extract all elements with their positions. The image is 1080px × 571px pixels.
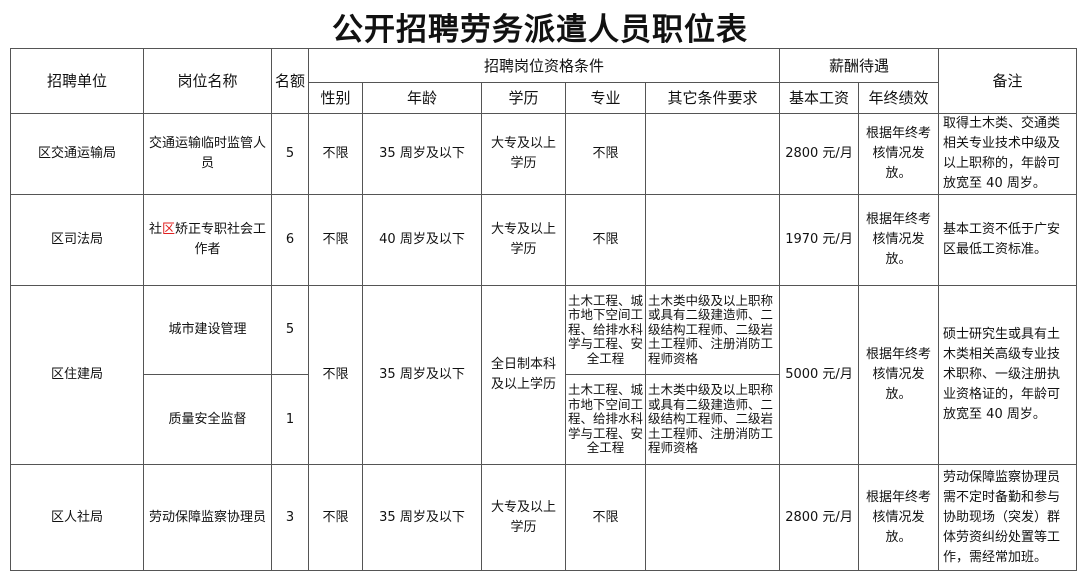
quota: 5	[271, 113, 309, 195]
other	[644, 194, 781, 286]
quota: 6	[271, 194, 309, 286]
header-salary: 薪酬待遇	[779, 48, 940, 83]
header-quota: 名额	[271, 48, 309, 114]
quota: 1	[271, 374, 309, 465]
gender: 不限	[308, 194, 363, 286]
header-other: 其它条件要求	[644, 82, 781, 114]
header-conditions: 招聘岗位资格条件	[307, 48, 781, 83]
age: 35 周岁及以下	[362, 113, 482, 195]
other	[644, 464, 781, 571]
header-unit: 招聘单位	[10, 48, 144, 114]
major: 不限	[565, 194, 646, 286]
post-part: 社	[148, 222, 162, 237]
other: 土木类中级及以上职称或具有二级建造师、二级结构工程师、二级岩土工程师、注册消防工…	[644, 285, 781, 375]
header-edu: 学历	[481, 82, 566, 114]
note: 取得土木类、交通类相关专业技术中级及以上职称的，年龄可放宽至 40 周岁。	[938, 113, 1078, 195]
header-post: 岗位名称	[143, 48, 272, 114]
table-row: 区住建局 城市建设管理 5 不限 35 周岁及以下 全日制本科及以上学历 土木工…	[10, 285, 1078, 465]
note: 基本工资不低于广安区最低工资标准。	[938, 194, 1078, 286]
bonus: 根据年终考核情况发放。	[858, 285, 940, 465]
post: 社区矫正专职社会工作者	[143, 194, 272, 286]
major: 土木工程、城市地下空间工程、给排水科学与工程、安全工程	[565, 374, 646, 465]
edu: 大专及以上学历	[481, 194, 566, 286]
unit: 区人社局	[10, 464, 144, 571]
gender: 不限	[308, 113, 363, 195]
other	[644, 113, 781, 195]
unit: 区住建局	[10, 285, 144, 465]
unit: 区交通运输局	[10, 113, 144, 195]
edu: 大专及以上学历	[481, 113, 566, 195]
bonus: 根据年终考核情况发放。	[858, 464, 940, 571]
header-age: 年龄	[362, 82, 482, 114]
major: 不限	[565, 113, 646, 195]
major: 土木工程、城市地下空间工程、给排水科学与工程、安全工程	[565, 285, 646, 375]
post: 质量安全监督	[143, 374, 272, 465]
header-gender: 性别	[308, 82, 363, 114]
post: 城市建设管理	[143, 285, 272, 375]
table-row: 区司法局 社区矫正专职社会工作者 6 不限 40 周岁及以下 大专及以上学历 不…	[10, 194, 1078, 286]
age: 35 周岁及以下	[362, 285, 482, 465]
page-title: 公开招聘劳务派遣人员职位表	[332, 12, 748, 48]
post-part-highlight: 区	[161, 222, 175, 237]
quota: 3	[271, 464, 309, 571]
base-salary: 1970 元/月	[779, 194, 860, 286]
base-salary: 2800 元/月	[779, 113, 860, 195]
base-salary: 5000 元/月	[779, 285, 860, 465]
table-row: 区交通运输局 交通运输临时监管人员 5 不限 35 周岁及以下 大专及以上学历 …	[10, 113, 1078, 195]
bonus: 根据年终考核情况发放。	[858, 194, 940, 286]
quota: 5	[271, 285, 309, 375]
bonus: 根据年终考核情况发放。	[858, 113, 940, 195]
post: 交通运输临时监管人员	[143, 113, 272, 195]
table-row: 区人社局 劳动保障监察协理员 3 不限 35 周岁及以下 大专及以上学历 不限 …	[10, 464, 1078, 571]
gender: 不限	[308, 285, 363, 465]
header-note: 备注	[938, 48, 1078, 114]
header-major: 专业	[565, 82, 646, 114]
position-table: 招聘单位 岗位名称 名额 招聘岗位资格条件 薪酬待遇 备注 性别 年龄 学历 专…	[10, 48, 1078, 571]
gender: 不限	[308, 464, 363, 571]
post-part: 矫正专职社会工作者	[175, 222, 267, 257]
other: 土木类中级及以上职称或具有二级建造师、二级结构工程师、二级岩土工程师、注册消防工…	[644, 374, 781, 465]
unit: 区司法局	[10, 194, 144, 286]
note: 硕士研究生或具有土木类相关高级专业技术职称、一级注册执业资格证的，年龄可放宽至 …	[938, 285, 1078, 465]
post: 劳动保障监察协理员	[143, 464, 272, 571]
edu: 全日制本科及以上学历	[481, 285, 566, 465]
edu: 大专及以上学历	[481, 464, 566, 571]
major: 不限	[565, 464, 646, 571]
age: 40 周岁及以下	[362, 194, 482, 286]
header-bonus: 年终绩效	[858, 82, 940, 114]
table-row: 质量安全监督 1 土木工程、城市地下空间工程、给排水科学与工程、安全工程 土木类…	[11, 374, 1077, 465]
note: 劳动保障监察协理员需不定时备勤和参与协助现场（突发）群体劳资纠纷处置等工作，需经…	[938, 464, 1078, 571]
age: 35 周岁及以下	[362, 464, 482, 571]
base-salary: 2800 元/月	[779, 464, 860, 571]
header-base: 基本工资	[779, 82, 860, 114]
